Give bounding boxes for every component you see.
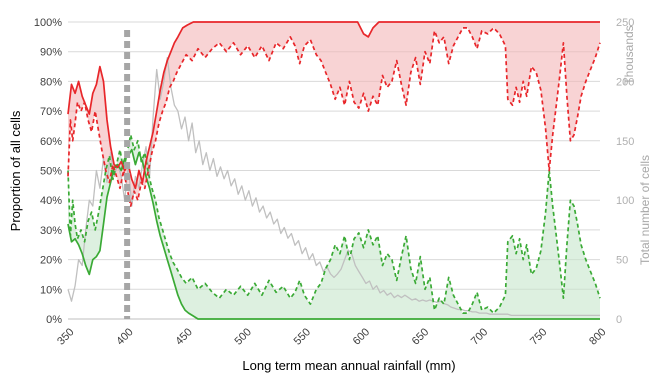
x-tick-label: 450	[173, 326, 194, 347]
y-tick-label: 90%	[40, 47, 62, 59]
y-tick-label: 40%	[40, 195, 62, 207]
y-tick-label: 0%	[46, 314, 62, 326]
y-tick-label: 20%	[40, 255, 62, 267]
x-tick-label: 700	[469, 326, 490, 347]
y2-tick-label: 250	[616, 17, 634, 29]
x-tick-label: 500	[232, 326, 253, 347]
y-axis-title: Proportion of all cells	[8, 110, 23, 231]
y2-axis-title: Total number of cells	[638, 155, 652, 265]
y2-tick-label: 50	[616, 255, 628, 267]
area-fills	[68, 22, 600, 319]
y2-tick-label: 0	[616, 314, 622, 326]
y-tick-label: 50%	[40, 166, 62, 178]
series-lines	[67, 21, 601, 320]
series-line-green-solid	[67, 148, 600, 320]
y-tick-label: 70%	[40, 106, 62, 118]
x-tick-label: 550	[292, 326, 313, 347]
y-tick-label: 30%	[40, 225, 62, 237]
y-tick-label: 10%	[40, 284, 62, 296]
y-tick-label: 80%	[40, 76, 62, 88]
x-tick-label: 400	[114, 326, 135, 347]
x-tick-label: 600	[351, 326, 372, 347]
green-band-fill	[68, 134, 600, 319]
x-tick-label: 750	[528, 326, 549, 347]
x-axis-title: Long term mean annual rainfall (mm)	[242, 358, 455, 373]
y2-tick-label: 200	[616, 76, 634, 88]
y-tick-label: 60%	[40, 136, 62, 148]
red-band-fill	[68, 22, 600, 207]
y-tick-label: 100%	[34, 17, 62, 29]
x-tick-label: 650	[410, 326, 431, 347]
series-line-grey-solid	[67, 56, 600, 317]
series-line-green-dashed	[67, 134, 601, 314]
y2-axis-unit: Thousands	[622, 25, 636, 84]
y2-tick-label: 150	[616, 136, 634, 148]
x-tick-label: 350	[55, 326, 76, 347]
y2-tick-label: 100	[616, 195, 634, 207]
series-line-red-dashed	[67, 27, 601, 207]
series-line-red-solid	[67, 21, 600, 190]
x-tick-label: 800	[587, 326, 608, 347]
